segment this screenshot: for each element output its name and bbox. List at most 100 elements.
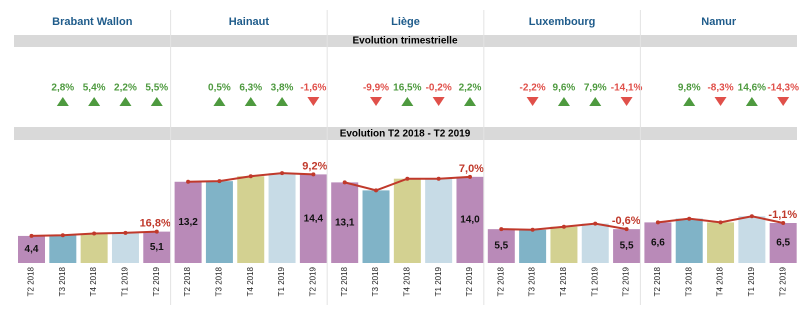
change-label: -8,3% bbox=[707, 83, 733, 94]
x-tick-label: T1 2019 bbox=[277, 266, 286, 296]
change-arrow bbox=[370, 97, 383, 106]
bar bbox=[205, 181, 233, 263]
x-tick-label: T2 2019 bbox=[622, 266, 631, 296]
trend-point bbox=[499, 227, 504, 232]
change-label: -14,3% bbox=[767, 83, 799, 94]
x-tick-label: T3 2018 bbox=[528, 266, 537, 296]
x-tick-label: T1 2019 bbox=[747, 266, 756, 296]
change-arrow bbox=[244, 97, 257, 106]
bar bbox=[487, 229, 515, 263]
change-label: -0,2% bbox=[426, 83, 452, 94]
value-label: 13,2 bbox=[178, 217, 198, 228]
bar bbox=[613, 229, 641, 263]
change-arrow bbox=[119, 97, 132, 106]
change-label: -1,6% bbox=[300, 83, 326, 94]
trend-point bbox=[311, 172, 316, 177]
change-label: 5,4% bbox=[83, 83, 106, 94]
trend-point bbox=[781, 221, 786, 225]
trend-point bbox=[60, 233, 65, 238]
trend-point bbox=[718, 220, 723, 225]
value-label: 6,6 bbox=[651, 237, 665, 248]
trend-point bbox=[467, 174, 472, 179]
panel-title: Brabant Wallon bbox=[52, 16, 133, 28]
x-tick-label: T2 2018 bbox=[653, 266, 662, 296]
section-bar bbox=[14, 35, 797, 47]
trend-point bbox=[280, 171, 285, 176]
bar bbox=[299, 174, 327, 263]
x-tick-label: T4 2018 bbox=[716, 266, 725, 296]
change-arrow bbox=[88, 97, 101, 106]
trend-point bbox=[248, 174, 253, 179]
change-label: 2,2% bbox=[114, 83, 137, 94]
bar bbox=[675, 218, 703, 263]
bar bbox=[738, 216, 766, 263]
change-label: 14,6% bbox=[738, 83, 766, 94]
change-label: 2,8% bbox=[51, 83, 74, 94]
x-tick-label: T3 2018 bbox=[58, 266, 67, 296]
x-tick-label: T2 2018 bbox=[496, 266, 505, 296]
x-tick-label: T4 2018 bbox=[559, 266, 568, 296]
trend-point bbox=[342, 180, 347, 185]
section-title: Evolution trimestrielle bbox=[352, 36, 457, 47]
change-arrow bbox=[56, 97, 69, 106]
value-label: 6,5 bbox=[776, 238, 790, 249]
bar bbox=[769, 223, 797, 263]
value-label: 14,4 bbox=[304, 213, 324, 224]
x-tick-label: T1 2019 bbox=[121, 266, 130, 296]
change-label: -2,2% bbox=[520, 83, 546, 94]
bar bbox=[425, 178, 453, 263]
bar bbox=[362, 190, 390, 263]
trend-point bbox=[749, 214, 754, 219]
value-label: 5,1 bbox=[150, 242, 164, 253]
change-label: 2,2% bbox=[459, 83, 482, 94]
bar bbox=[393, 178, 421, 263]
bar bbox=[143, 231, 171, 263]
trend-point bbox=[561, 224, 566, 229]
bar bbox=[80, 233, 108, 263]
change-label: 9,6% bbox=[553, 83, 576, 94]
bar bbox=[581, 223, 609, 263]
bar bbox=[550, 226, 578, 263]
value-label: 5,5 bbox=[620, 241, 634, 252]
change-arrow bbox=[589, 97, 602, 106]
growth-label: 9,2% bbox=[302, 160, 327, 172]
value-label: 4,4 bbox=[25, 244, 39, 255]
x-tick-label: T2 2018 bbox=[340, 266, 349, 296]
bar bbox=[519, 229, 547, 263]
trend-point bbox=[186, 179, 191, 184]
x-tick-label: T2 2019 bbox=[778, 266, 787, 296]
change-arrow bbox=[213, 97, 226, 106]
panel-title: Namur bbox=[701, 16, 737, 28]
change-label: 16,5% bbox=[393, 83, 421, 94]
bar bbox=[174, 181, 202, 263]
change-arrow bbox=[463, 97, 476, 106]
change-label: -14,1% bbox=[611, 83, 643, 94]
change-label: 7,9% bbox=[584, 83, 607, 94]
change-label: 3,8% bbox=[271, 83, 294, 94]
trend-point bbox=[687, 216, 692, 221]
panel-title: Hainaut bbox=[229, 16, 270, 28]
x-tick-label: T4 2018 bbox=[246, 266, 255, 296]
change-arrow bbox=[432, 97, 445, 106]
change-arrow bbox=[526, 97, 539, 106]
x-tick-label: T3 2018 bbox=[684, 266, 693, 296]
trend-point bbox=[593, 221, 598, 226]
growth-label: 16,8% bbox=[140, 218, 171, 230]
x-tick-label: T2 2019 bbox=[152, 266, 161, 296]
trend-point bbox=[624, 227, 629, 232]
trend-point bbox=[374, 188, 379, 193]
growth-label: -0,6% bbox=[612, 215, 641, 227]
trend-point bbox=[655, 220, 660, 225]
change-arrow bbox=[557, 97, 570, 106]
change-arrow bbox=[683, 97, 696, 106]
growth-label: 7,0% bbox=[459, 163, 484, 175]
change-arrow bbox=[714, 97, 727, 106]
panel-title: Liège bbox=[391, 16, 420, 28]
x-tick-label: T2 2018 bbox=[27, 266, 36, 296]
change-arrow bbox=[150, 97, 163, 106]
trend-point bbox=[92, 231, 97, 236]
trend-point bbox=[530, 227, 535, 232]
change-label: 0,5% bbox=[208, 83, 231, 94]
x-tick-label: T2 2018 bbox=[183, 266, 192, 296]
change-arrow bbox=[777, 97, 790, 106]
